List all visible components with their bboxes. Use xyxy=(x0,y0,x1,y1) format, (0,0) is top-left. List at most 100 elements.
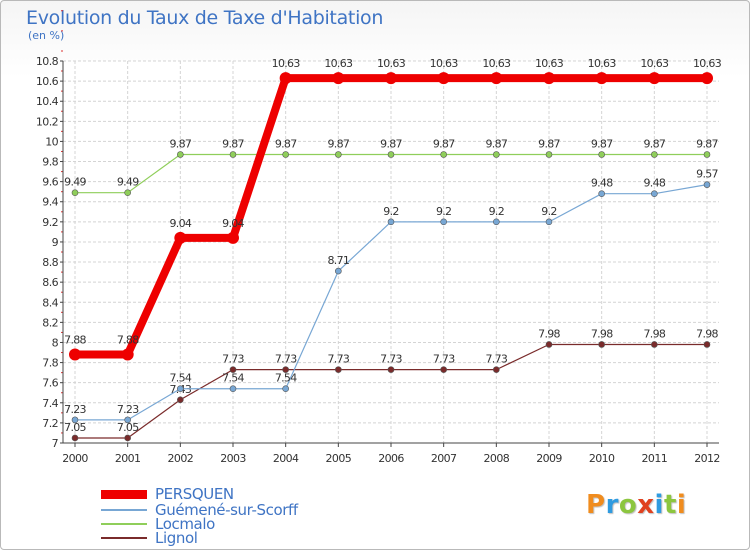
data-point xyxy=(282,151,289,158)
data-label: 9.87 xyxy=(696,137,718,150)
data-point xyxy=(332,72,345,85)
data-point xyxy=(174,231,187,244)
data-label: 7.98 xyxy=(538,327,560,340)
data-label: 10.63 xyxy=(693,57,722,70)
data-point xyxy=(703,151,711,158)
series-lignol: 7.057.057.437.737.737.737.737.737.737.98… xyxy=(64,327,719,442)
data-label: 7.05 xyxy=(64,421,86,434)
data-point xyxy=(229,385,237,393)
data-point xyxy=(177,151,184,158)
legend-swatch-guemene xyxy=(101,509,147,511)
data-point xyxy=(651,190,658,197)
legend-swatch-lignol xyxy=(101,537,147,539)
x-tick-label: 2012 xyxy=(694,452,720,465)
y-tick-label: 9.6 xyxy=(42,176,58,189)
data-point xyxy=(227,231,239,244)
data-point xyxy=(335,267,342,275)
data-label: 9.87 xyxy=(169,137,191,150)
data-point xyxy=(545,151,553,158)
data-point xyxy=(124,189,131,196)
data-point xyxy=(490,72,503,85)
data-point xyxy=(177,396,184,404)
data-label: 9.04 xyxy=(169,217,191,230)
data-label: 9.57 xyxy=(696,168,718,181)
data-label: 7.23 xyxy=(64,403,86,416)
y-tick-label: 10.8 xyxy=(36,55,59,68)
series-persquen: 7.88 7.88 9.04 9.04 10.63 10.63 10.63 10.63 10.6… xyxy=(64,57,722,361)
data-label: 9.49 xyxy=(64,176,86,189)
data-label: 10.63 xyxy=(588,57,617,70)
data-point xyxy=(543,72,555,85)
data-point xyxy=(282,385,289,393)
chart-title: Evolution du Taux de Taxe d'Habitation xyxy=(26,7,384,29)
x-tick-label: 2010 xyxy=(589,452,615,465)
y-tick-label: 9.8 xyxy=(42,156,58,169)
data-label: 10.63 xyxy=(377,57,406,70)
data-point xyxy=(71,416,79,424)
data-label: 7.73 xyxy=(433,353,455,366)
data-label: 9.2 xyxy=(489,205,504,218)
data-point xyxy=(124,416,131,424)
x-tick-label: 2001 xyxy=(115,452,141,465)
data-label: 9.87 xyxy=(275,137,297,150)
x-tick-label: 2006 xyxy=(378,452,404,465)
y-tick-label: 9 xyxy=(52,236,59,249)
data-label: 7.54 xyxy=(275,372,297,385)
data-label: 9.87 xyxy=(643,137,665,150)
y-tick-label: 9.4 xyxy=(42,196,58,209)
data-point xyxy=(229,366,237,373)
data-label: 7.73 xyxy=(275,353,297,366)
data-point xyxy=(545,218,553,226)
data-point xyxy=(651,151,658,158)
data-point xyxy=(595,72,608,85)
data-label: 9.87 xyxy=(433,137,455,150)
data-point xyxy=(335,366,342,373)
legend-swatch-persquen xyxy=(101,489,147,499)
data-label: 9.87 xyxy=(222,137,244,150)
data-label: 7.98 xyxy=(643,327,665,340)
logo-letter: i xyxy=(676,490,687,520)
data-point xyxy=(598,190,605,197)
data-label: 10.63 xyxy=(535,57,564,70)
legend-item-persquen: PERSQUEN xyxy=(101,485,234,503)
legend-swatch-locmalo xyxy=(101,523,147,525)
y-tick-label: 7.2 xyxy=(42,417,58,430)
y-tick-label: 10 xyxy=(45,135,58,148)
data-label: 8.71 xyxy=(327,254,349,267)
logo-letter: x xyxy=(637,490,655,520)
data-label: 9.48 xyxy=(643,177,665,190)
y-tick-label: 8 xyxy=(52,336,59,349)
series-gu-men-sur-scorff: 7.23 7.23 7.54 7.54 7.54 8.71 9.2 9.2 9.2 9.2 9.48… xyxy=(64,168,719,424)
logo-letter: i xyxy=(654,490,664,520)
data-label: 7.88 xyxy=(64,334,86,347)
data-label: 9.87 xyxy=(327,137,349,150)
x-tick-label: 2007 xyxy=(431,452,457,465)
data-point xyxy=(387,366,395,373)
data-label: 9.87 xyxy=(485,137,507,150)
data-label: 7.73 xyxy=(485,353,507,366)
data-point xyxy=(229,151,237,158)
data-label: 7.98 xyxy=(696,327,718,340)
logo-letter: P xyxy=(586,490,606,520)
data-point xyxy=(440,366,447,373)
legend-label-lignol: Lignol xyxy=(155,529,198,547)
data-label: 7.88 xyxy=(117,334,139,347)
data-point xyxy=(282,366,289,373)
data-label: 7.73 xyxy=(222,353,244,366)
x-tick-label: 2005 xyxy=(326,452,352,465)
data-label: 9.48 xyxy=(591,177,613,190)
y-tick-label: 10.4 xyxy=(36,95,59,108)
y-tick-label: 8.6 xyxy=(42,276,58,289)
legend-label-persquen: PERSQUEN xyxy=(155,485,234,503)
legend-item-guemene: Guémené-sur-Scorff xyxy=(101,501,298,519)
y-tick-label: 7.6 xyxy=(42,377,58,390)
data-label: 9.04 xyxy=(222,217,244,230)
data-point xyxy=(440,218,447,226)
data-label: 7.23 xyxy=(117,403,139,416)
data-label: 9.49 xyxy=(117,176,139,189)
data-label: 7.54 xyxy=(169,372,191,385)
series-locmalo: 9.49 9.49 9.87 9.87 9.87 9.87 9.87 9.87 9.87 9.87… xyxy=(64,137,719,196)
y-tick-label: 8.2 xyxy=(42,316,58,329)
